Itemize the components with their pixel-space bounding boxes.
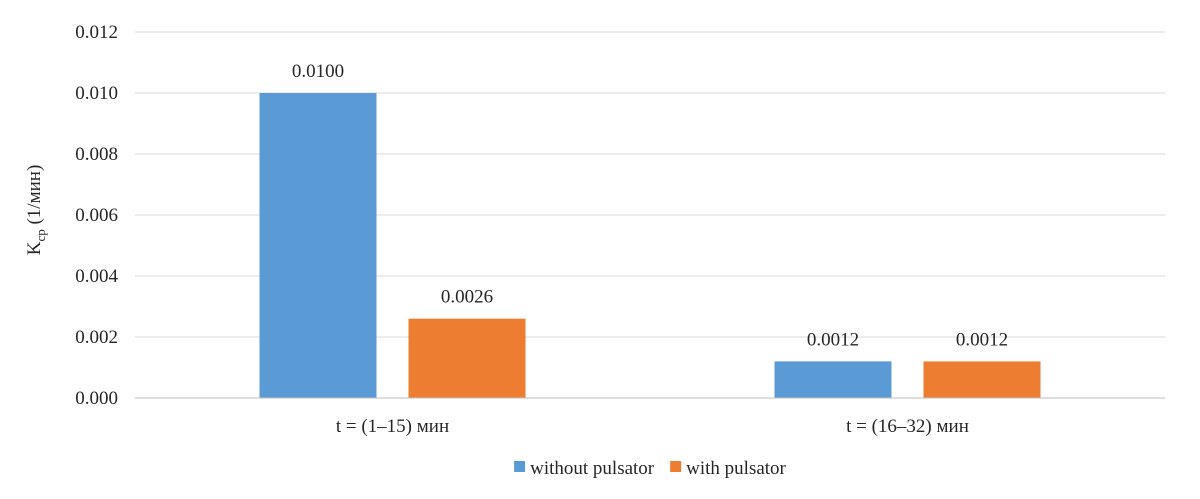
- legend-item: with pulsator: [670, 458, 787, 479]
- bar: [774, 361, 892, 398]
- y-tick-label: 0.008: [75, 144, 118, 165]
- legend-label: with pulsator: [686, 458, 786, 479]
- y-tick-label: 0.000: [75, 388, 118, 409]
- bars: [259, 93, 1041, 398]
- legend: without pulsator with pulsator: [514, 458, 787, 479]
- legend-swatch: [670, 461, 682, 472]
- y-axis-tick-labels: 0.000 0.002 0.004 0.006 0.008 0.010 0.012: [75, 22, 118, 409]
- y-axis-label-main: K: [24, 241, 45, 255]
- x-category-label: t = (16–32) мин: [846, 416, 969, 437]
- bar: [408, 318, 526, 398]
- data-label: 0.0026: [441, 287, 493, 308]
- x-category-label: t = (1–15) мин: [336, 416, 449, 437]
- data-label: 0.0012: [807, 329, 859, 350]
- bar: [923, 361, 1041, 398]
- y-tick-label: 0.002: [75, 327, 118, 348]
- y-axis-label: Kср (1/мин): [24, 165, 48, 256]
- x-axis-category-labels: t = (1–15) мин t = (16–32) мин: [336, 416, 969, 437]
- y-axis-label-subscript: ср: [33, 229, 48, 241]
- data-label: 0.0100: [292, 61, 344, 82]
- y-tick-label: 0.012: [75, 22, 118, 43]
- bar: [259, 93, 377, 398]
- legend-swatch: [514, 461, 526, 472]
- y-tick-label: 0.010: [75, 83, 118, 104]
- y-tick-label: 0.006: [75, 205, 118, 226]
- legend-item: without pulsator: [514, 458, 655, 479]
- data-label: 0.0012: [956, 329, 1008, 350]
- data-labels: 0.0100 0.0026 0.0012 0.0012: [292, 61, 1008, 350]
- y-tick-label: 0.004: [75, 266, 118, 287]
- y-axis-label-unit: (1/мин): [24, 165, 45, 230]
- legend-label: without pulsator: [530, 458, 655, 479]
